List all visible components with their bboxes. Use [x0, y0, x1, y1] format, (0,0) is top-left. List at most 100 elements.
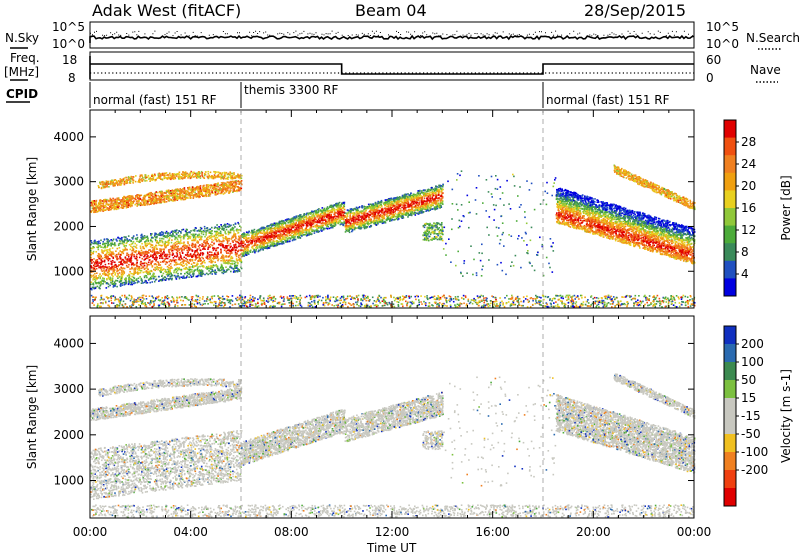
heatmap-cell [333, 204, 335, 206]
heatmap-cell [223, 255, 225, 257]
heatmap-cell [288, 220, 290, 222]
heatmap-cell [380, 214, 382, 216]
heatmap-cell [94, 241, 96, 243]
heatmap-cell [325, 224, 327, 226]
heatmap-cell [120, 267, 122, 269]
heatmap-cell [321, 211, 323, 213]
heatmap-cell [217, 252, 219, 254]
heatmap-cell [99, 256, 101, 258]
heatmap-cell [158, 242, 160, 244]
heatmap-cell [233, 224, 235, 226]
heatmap-cell [152, 256, 154, 258]
heatmap-cell [329, 212, 331, 214]
heatmap-cell [91, 267, 93, 269]
heatmap-cell [297, 215, 299, 217]
cpid-segment-label: themis 3300 RF [244, 83, 338, 97]
heatmap-cell [195, 234, 197, 236]
cpid-label: CPID [6, 87, 38, 101]
heatmap-cell [98, 243, 100, 245]
heatmap-cell [205, 243, 207, 245]
heatmap-cell [337, 209, 339, 211]
heatmap-cell [206, 228, 208, 230]
heatmap-cell [163, 233, 165, 235]
heatmap-cell [111, 262, 113, 264]
heatmap-cell [148, 264, 150, 266]
freq-label: Freq. [10, 51, 40, 65]
heatmap-cell [98, 275, 100, 277]
heatmap-cell [151, 278, 153, 280]
heatmap-cell [195, 256, 197, 258]
heatmap-cell [186, 264, 188, 266]
heatmap-cell [202, 262, 204, 264]
heatmap-cell [213, 236, 215, 238]
heatmap-cell [200, 238, 202, 240]
heatmap-cell [142, 246, 144, 248]
heatmap-cell [273, 238, 275, 240]
heatmap-cell [171, 231, 173, 233]
heatmap-cell [105, 270, 107, 272]
heatmap-cell [177, 239, 179, 241]
heatmap-cell [374, 220, 376, 222]
heatmap-cell [183, 276, 185, 278]
heatmap-cell [126, 249, 128, 251]
heatmap-cell [304, 221, 306, 223]
heatmap-cell [207, 274, 209, 276]
heatmap-cell [220, 232, 222, 234]
heatmap-cell [166, 261, 168, 263]
heatmap-cell [150, 246, 152, 248]
heatmap-cell [215, 239, 217, 241]
heatmap-cell [358, 218, 360, 220]
heatmap-cell [158, 263, 160, 265]
heatmap-cell [179, 276, 181, 278]
heatmap-cell [243, 237, 245, 239]
heatmap-cell [358, 227, 360, 229]
heatmap-cell [132, 243, 134, 245]
heatmap-cell [189, 255, 191, 257]
heatmap-cell [230, 247, 232, 249]
heatmap-cell [117, 274, 119, 276]
heatmap-cell [200, 263, 202, 265]
heatmap-cell [163, 252, 165, 254]
heatmap-cell [217, 260, 219, 262]
heatmap-cell [384, 211, 386, 213]
heatmap-cell [176, 243, 178, 245]
heatmap-cell [368, 204, 370, 206]
heatmap-cell [129, 244, 131, 246]
heatmap-cell [239, 254, 241, 256]
heatmap-cell [413, 203, 415, 205]
heatmap-cell [337, 205, 339, 207]
heatmap-cell [341, 207, 343, 209]
heatmap-cell [269, 238, 271, 240]
heatmap-cell [93, 258, 95, 260]
heatmap-cell [233, 230, 235, 232]
heatmap-cell [175, 237, 177, 239]
heatmap-cell [218, 226, 220, 228]
heatmap-cell [258, 233, 260, 235]
heatmap-cell [254, 229, 256, 231]
heatmap-cell [313, 214, 315, 216]
heatmap-cell [144, 238, 146, 240]
heatmap-cell [419, 191, 421, 193]
heatmap-cell [429, 200, 431, 202]
heatmap-cell [125, 256, 127, 258]
heatmap-cell [327, 206, 329, 208]
heatmap-cell [122, 282, 124, 284]
heatmap-cell [438, 189, 440, 191]
heatmap-cell [187, 232, 189, 234]
heatmap-cell [118, 238, 120, 240]
heatmap-cell [159, 270, 161, 272]
heatmap-cell [101, 261, 103, 263]
heatmap-cell [402, 197, 404, 199]
heatmap-cell [410, 213, 412, 215]
heatmap-cell [188, 231, 190, 233]
heatmap-cell [384, 221, 386, 223]
heatmap-cell [100, 246, 102, 248]
heatmap-cell [91, 281, 93, 283]
heatmap-cell [225, 266, 227, 268]
heatmap-cell [344, 216, 346, 218]
heatmap-cell [210, 235, 212, 237]
heatmap-cell [339, 220, 341, 222]
heatmap-cell [247, 251, 249, 253]
heatmap-cell [198, 230, 200, 232]
heatmap-cell [227, 243, 229, 245]
